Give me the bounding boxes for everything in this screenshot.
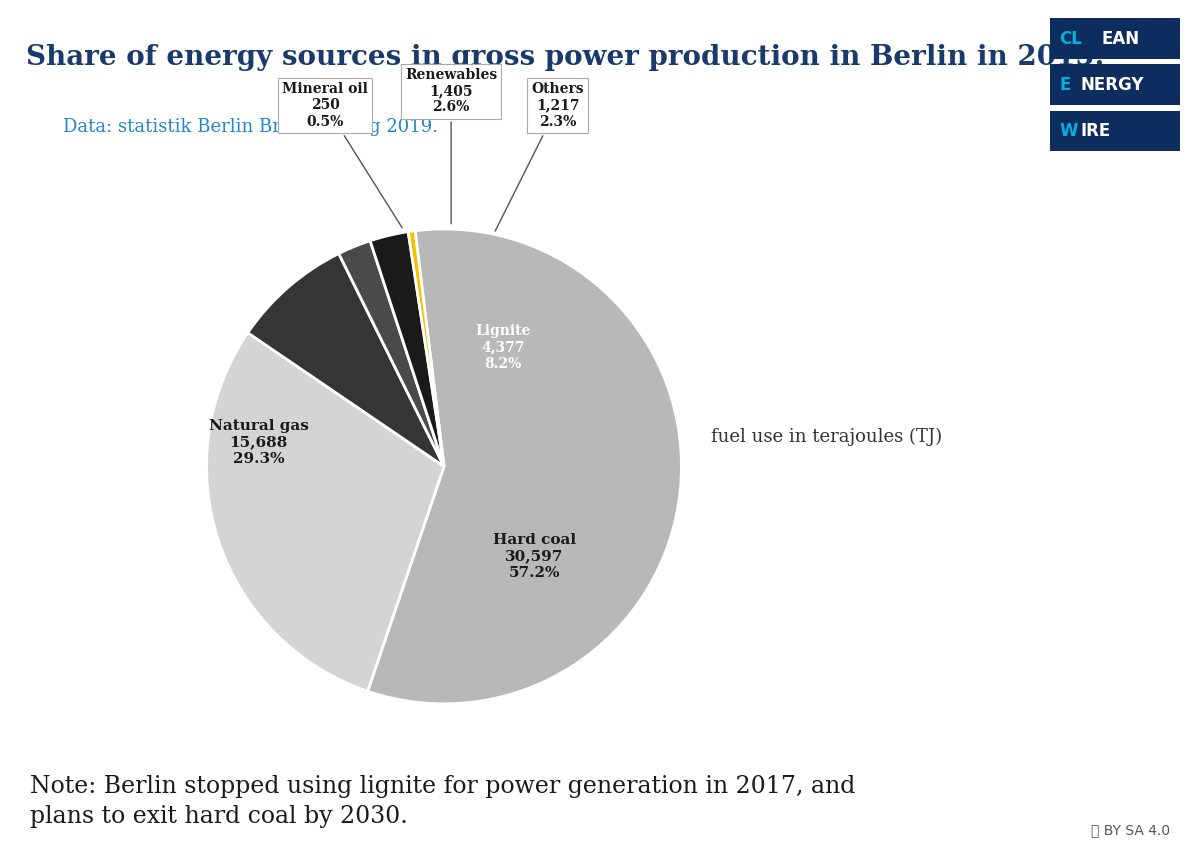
Bar xyxy=(1050,19,1180,59)
Wedge shape xyxy=(338,241,444,466)
Text: E: E xyxy=(1060,75,1070,94)
Text: Lignite
4,377
8.2%: Lignite 4,377 8.2% xyxy=(475,325,532,371)
Text: CL: CL xyxy=(1060,30,1082,47)
Text: IRE: IRE xyxy=(1080,122,1111,140)
Text: Natural gas
15,688
29.3%: Natural gas 15,688 29.3% xyxy=(209,420,308,466)
Wedge shape xyxy=(408,231,444,466)
Wedge shape xyxy=(370,232,444,466)
Text: Mineral oil
250
0.5%: Mineral oil 250 0.5% xyxy=(282,82,402,228)
Text: Renewables
1,405
2.6%: Renewables 1,405 2.6% xyxy=(404,68,497,224)
Text: Note: Berlin stopped using lignite for power generation in 2017, and
plans to ex: Note: Berlin stopped using lignite for p… xyxy=(30,775,856,828)
Text: fuel use in terajoules (TJ): fuel use in terajoules (TJ) xyxy=(712,427,942,446)
Wedge shape xyxy=(367,229,682,704)
Text: W: W xyxy=(1060,122,1078,140)
Text: Others
1,217
2.3%: Others 1,217 2.3% xyxy=(496,82,584,232)
Bar xyxy=(1050,111,1180,151)
Text: Data: statistik Berlin Brandenburg 2019.: Data: statistik Berlin Brandenburg 2019. xyxy=(64,118,438,136)
Wedge shape xyxy=(247,254,444,466)
Text: Share of energy sources in gross power production in Berlin in 2015.: Share of energy sources in gross power p… xyxy=(26,44,1105,71)
Text: Hard coal
30,597
57.2%: Hard coal 30,597 57.2% xyxy=(493,533,576,580)
Bar xyxy=(1050,64,1180,105)
Wedge shape xyxy=(206,332,444,691)
Text: EAN: EAN xyxy=(1102,30,1140,47)
Text: NERGY: NERGY xyxy=(1080,75,1144,94)
Text: Ⓒ BY SA 4.0: Ⓒ BY SA 4.0 xyxy=(1091,823,1170,837)
